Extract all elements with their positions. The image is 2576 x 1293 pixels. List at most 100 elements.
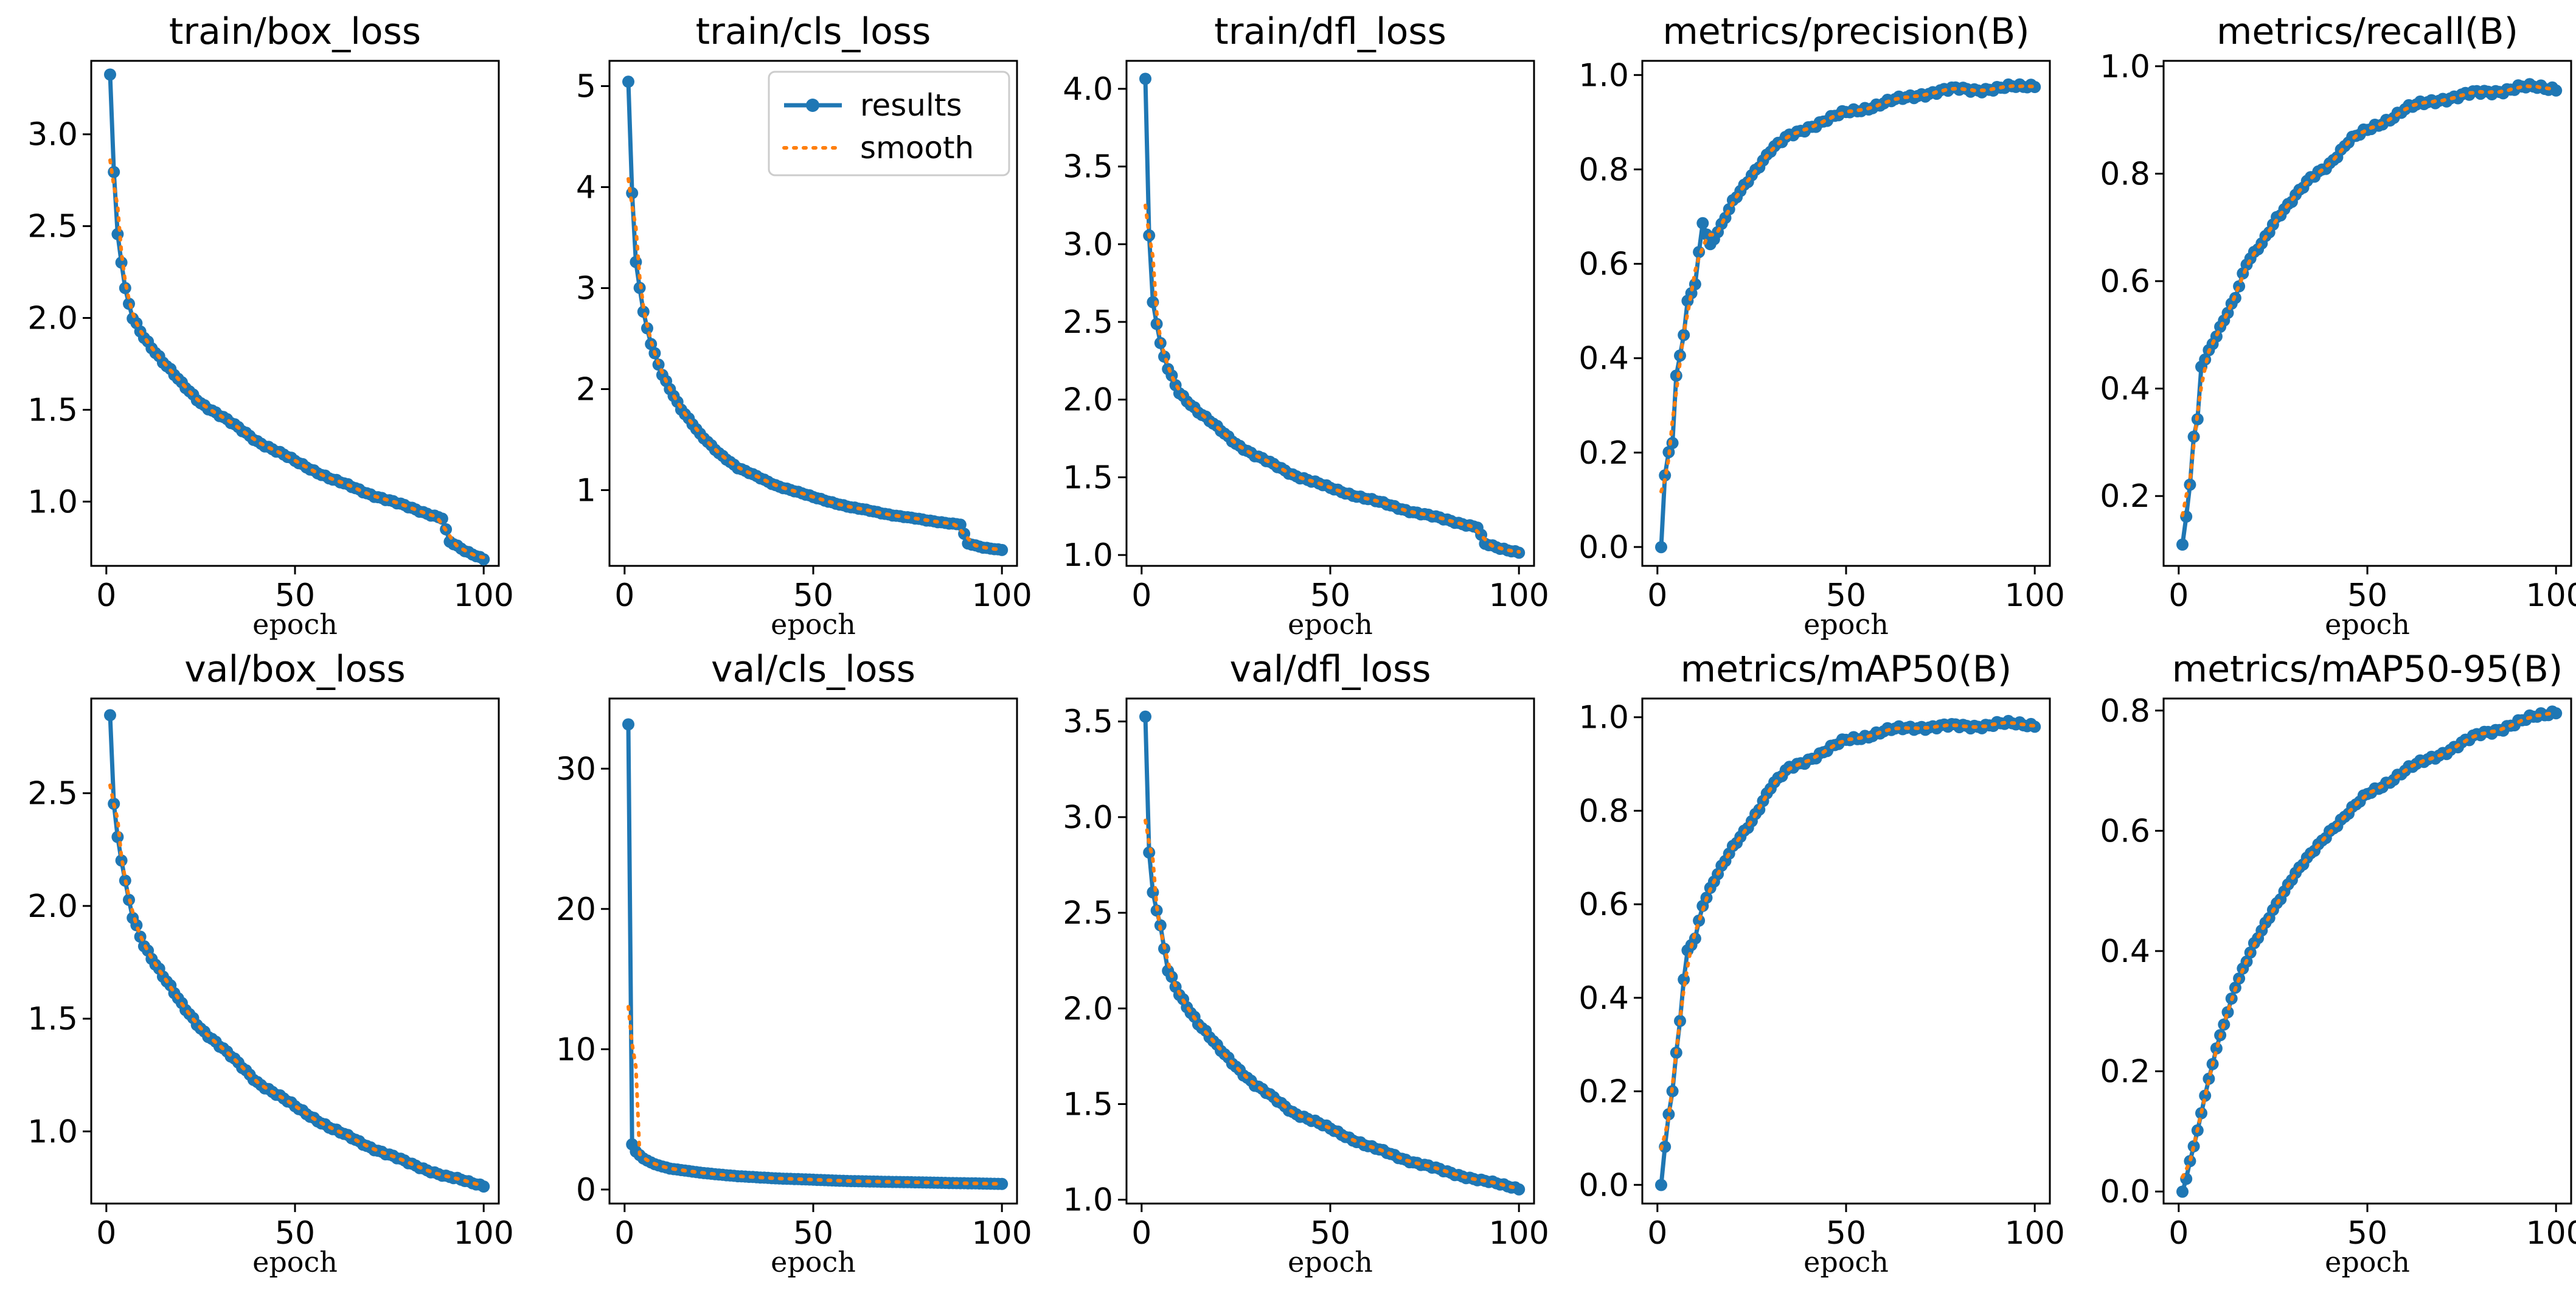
x-axis-label: epoch [1804,1246,1889,1278]
series-line-smooth [1659,83,2037,493]
data-point [2199,353,2212,366]
x-tick-label: 100 [2005,577,2065,614]
y-tick-label: 1.0 [27,484,78,520]
y-tick-label: 1.0 [1063,1182,1113,1219]
y-tick-label: 0.0 [1578,1167,1629,1204]
y-tick-label: 1.5 [27,392,78,428]
series-line-smooth [627,1005,1004,1186]
data-point [477,553,490,566]
x-tick-label: 100 [2526,1215,2576,1252]
series-line-smooth [2181,711,2558,1179]
y-tick-label: 20 [556,891,596,928]
y-tick-label: 3 [576,271,596,307]
x-tick-label: 100 [1489,577,1549,614]
y-tick-label: 2 [576,372,596,408]
chart-title: train/cls_loss [696,10,931,53]
y-tick-label: 0.8 [1578,793,1629,829]
x-tick-label: 100 [1489,1215,1549,1252]
legend-results-label: results [860,88,962,123]
series-line-smooth [2181,84,2558,517]
y-tick-label: 0.6 [2100,813,2150,849]
y-tick-label: 1.0 [2100,49,2150,85]
y-tick-label: 0.4 [2100,371,2150,408]
y-tick-label: 2.5 [1063,304,1113,341]
chart-title: train/box_loss [169,10,421,53]
x-tick-label: 50 [1826,577,1866,614]
chart-train-dfl-loss: train/dfl_loss 1.0 1.5 2.0 2.5 3.0 3.5 4.0 0 50 10… [1063,10,1549,641]
x-tick-label: 100 [972,1215,1032,1252]
data-point [622,75,634,88]
data-point [1693,246,1706,259]
y-tick-label: 2.5 [1063,895,1113,932]
data-point [1655,541,1667,554]
y-tick-label: 3.5 [1063,149,1113,186]
x-tick-label: 100 [972,577,1032,614]
y-tick-label: 0.0 [2100,1174,2150,1210]
data-point [108,166,120,178]
series-line-smooth [108,783,486,1187]
y-tick-label: 1.5 [1063,1087,1113,1123]
series-line-results [1143,716,1520,1191]
y-tick-label: 1.0 [27,1114,78,1150]
data-point [104,68,116,81]
data-point [1655,1179,1667,1191]
series-line-results [108,74,485,562]
plot-frame [1641,60,2051,567]
y-tick-label: 2.0 [1063,382,1113,419]
series-line-results [1659,719,2036,1185]
y-tick-label: 3.0 [1063,800,1113,836]
y-tick-label: 3.0 [27,117,78,153]
legend: results smooth [768,71,1010,176]
data-point [1662,1108,1675,1121]
y-tick-label: 0.4 [1578,341,1629,377]
chart-title: metrics/recall(B) [2217,10,2518,53]
chart-title: val/dfl_loss [1230,648,1431,691]
chart-metrics-map50-b: metrics/mAP50(B) 0.0 0.2 0.4 0.6 0.8 1.0 0 50 100… [1578,648,2065,1278]
x-tick-label: 100 [454,1215,514,1252]
data-point [996,1177,1009,1190]
y-tick-label: 4 [576,170,596,206]
data-point [1139,710,1151,723]
series-line-results [1143,78,1520,555]
y-tick-label: 0.8 [2100,156,2150,192]
series-line-smooth [1144,818,1521,1190]
y-tick-label: 3.5 [1063,704,1113,741]
y-tick-label: 2.5 [27,209,78,245]
x-tick-label: 100 [2005,1215,2065,1252]
y-tick-label: 0.2 [1578,435,1629,472]
y-tick-label: 0.6 [1578,887,1629,923]
data-point [996,543,1009,556]
x-tick-label: 0 [96,1215,116,1252]
data-point [477,1180,490,1193]
y-tick-label: 1 [576,473,596,509]
y-tick-label: 2.0 [1063,991,1113,1027]
y-tick-label: 30 [556,751,596,787]
data-point [2199,1089,2212,1102]
series-line-smooth [108,158,486,560]
x-tick-label: 0 [1131,1215,1151,1252]
y-tick-label: 0.4 [2100,933,2150,970]
data-point [1696,217,1709,229]
plot-frame [608,697,1018,1205]
data-point [2029,81,2041,93]
chart-val-box-loss: val/box_loss 1.0 1.5 2.0 2.5 0 50 100 epoch [27,648,514,1278]
data-point [2550,707,2563,720]
y-tick-label: 0.6 [2100,263,2150,300]
chart-title: metrics/precision(B) [1662,10,2029,53]
data-point [2233,280,2246,293]
chart-metrics-map50-95-b: metrics/mAP50-95(B) 0.0 0.2 0.4 0.6 0.8 0 50 100… [2100,648,2576,1278]
x-tick-label: 0 [2168,1215,2189,1252]
plot-frame [1641,697,2051,1205]
x-tick-label: 50 [1310,1215,1350,1252]
y-tick-label: 0.8 [1578,152,1629,188]
data-point [2176,538,2189,551]
series-line-smooth [1659,720,2037,1151]
legend-smooth-label: smooth [860,130,974,166]
x-axis-label: epoch [1288,1246,1373,1278]
x-axis-label: epoch [252,1246,338,1278]
series-line-results [108,715,485,1189]
x-tick-label: 50 [793,577,833,614]
x-tick-label: 50 [1826,1215,1866,1252]
